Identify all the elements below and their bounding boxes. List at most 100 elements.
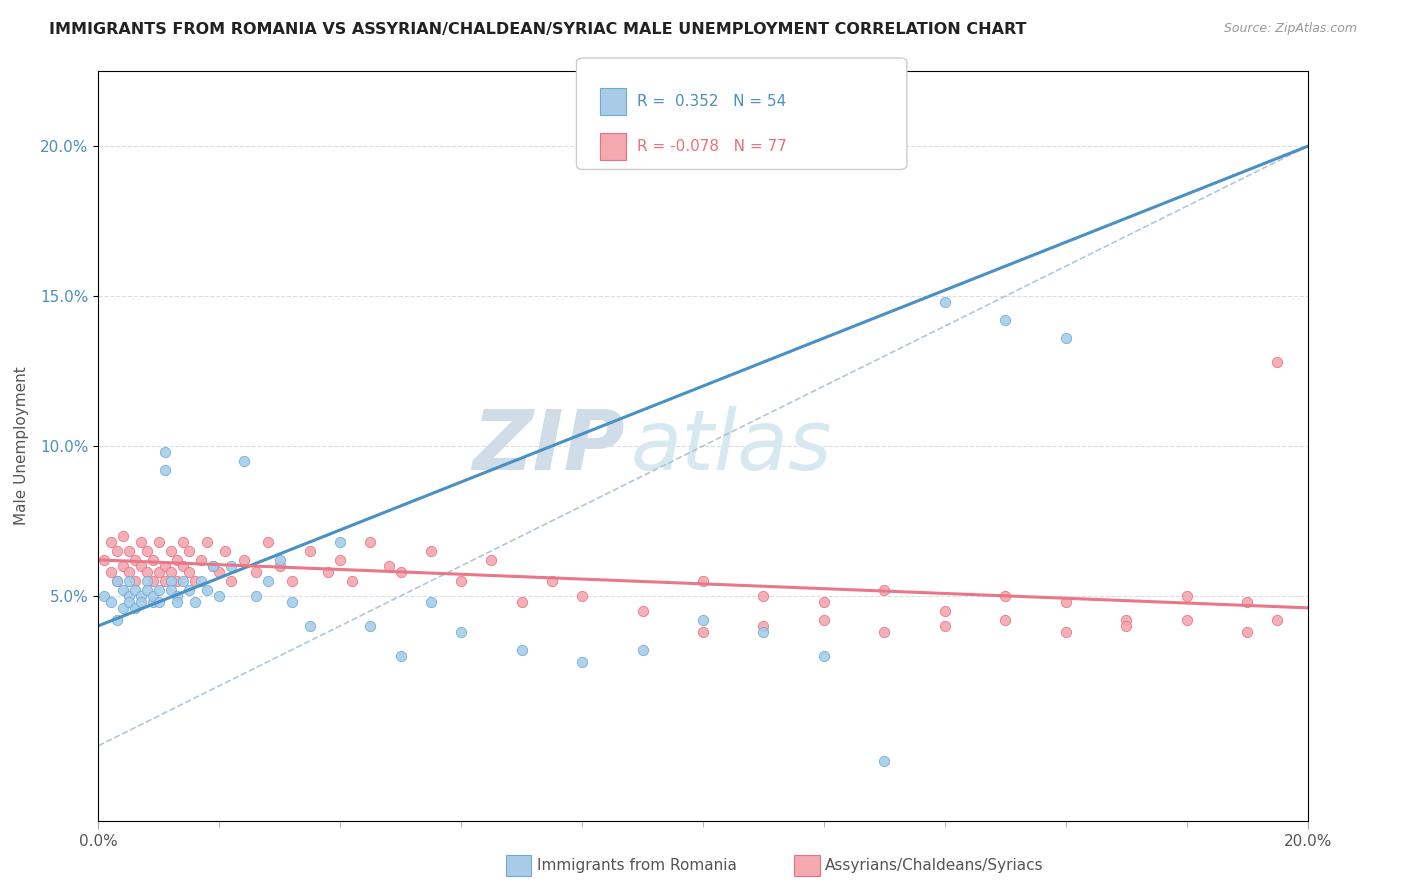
Point	[160, 565, 183, 579]
Point	[571, 655, 593, 669]
Point	[142, 595, 165, 609]
Text: R = -0.078   N = 77: R = -0.078 N = 77	[637, 139, 787, 154]
Point	[1054, 624, 1077, 639]
Point	[377, 558, 399, 573]
Point	[124, 553, 146, 567]
Point	[420, 595, 443, 609]
Point	[148, 565, 170, 579]
Point	[160, 574, 183, 588]
Point	[142, 574, 165, 588]
Point	[111, 582, 134, 597]
Point	[389, 565, 412, 579]
Point	[208, 565, 231, 579]
Point	[190, 553, 212, 567]
Point	[994, 613, 1017, 627]
Point	[118, 589, 141, 603]
Point	[160, 544, 183, 558]
Point	[1267, 355, 1289, 369]
Point	[631, 642, 654, 657]
Point	[1236, 595, 1258, 609]
Point	[813, 648, 835, 663]
Point	[124, 582, 146, 597]
Point	[1115, 619, 1137, 633]
Point	[129, 589, 152, 603]
Point	[135, 582, 157, 597]
Point	[166, 574, 188, 588]
Point	[692, 613, 714, 627]
Point	[256, 535, 278, 549]
Point	[105, 574, 128, 588]
Point	[232, 454, 254, 468]
Point	[873, 582, 896, 597]
Point	[93, 553, 115, 567]
Point	[994, 313, 1017, 327]
Text: R =  0.352   N = 54: R = 0.352 N = 54	[637, 94, 786, 109]
Point	[124, 600, 146, 615]
Text: Source: ZipAtlas.com: Source: ZipAtlas.com	[1223, 22, 1357, 36]
Point	[195, 582, 218, 597]
Point	[420, 544, 443, 558]
Point	[124, 574, 146, 588]
Point	[100, 535, 122, 549]
Point	[129, 558, 152, 573]
Point	[281, 595, 304, 609]
Point	[540, 574, 562, 588]
Point	[148, 535, 170, 549]
Point	[142, 589, 165, 603]
Point	[813, 613, 835, 627]
Point	[245, 589, 267, 603]
Point	[179, 582, 201, 597]
Point	[752, 624, 775, 639]
Point	[692, 574, 714, 588]
Text: Immigrants from Romania: Immigrants from Romania	[537, 858, 737, 872]
Point	[184, 595, 207, 609]
Point	[118, 565, 141, 579]
Point	[450, 624, 472, 639]
Point	[111, 529, 134, 543]
Point	[1267, 613, 1289, 627]
Point	[329, 553, 352, 567]
Point	[752, 619, 775, 633]
Point	[510, 595, 533, 609]
Point	[221, 574, 243, 588]
Point	[135, 565, 157, 579]
Point	[129, 535, 152, 549]
Point	[329, 535, 352, 549]
Point	[172, 535, 194, 549]
Point	[450, 574, 472, 588]
Point	[100, 565, 122, 579]
Point	[214, 544, 236, 558]
Text: ZIP: ZIP	[472, 406, 624, 486]
Point	[1175, 589, 1198, 603]
Point	[153, 463, 176, 477]
Point	[166, 595, 188, 609]
Point	[202, 558, 225, 573]
Point	[148, 582, 170, 597]
Point	[135, 544, 157, 558]
Point	[195, 535, 218, 549]
Point	[232, 553, 254, 567]
Point	[389, 648, 412, 663]
Point	[153, 574, 176, 588]
Point	[172, 574, 194, 588]
Point	[813, 595, 835, 609]
Text: atlas: atlas	[630, 406, 832, 486]
Point	[342, 574, 364, 588]
Point	[166, 553, 188, 567]
Point	[190, 574, 212, 588]
Point	[93, 589, 115, 603]
Point	[281, 574, 304, 588]
Point	[148, 595, 170, 609]
Point	[631, 604, 654, 618]
Point	[481, 553, 503, 567]
Point	[184, 574, 207, 588]
Point	[873, 624, 896, 639]
Point	[142, 553, 165, 567]
Point	[571, 589, 593, 603]
Point	[269, 553, 291, 567]
Point	[172, 558, 194, 573]
Point	[111, 600, 134, 615]
Point	[118, 574, 141, 588]
Point	[105, 613, 128, 627]
Point	[105, 544, 128, 558]
